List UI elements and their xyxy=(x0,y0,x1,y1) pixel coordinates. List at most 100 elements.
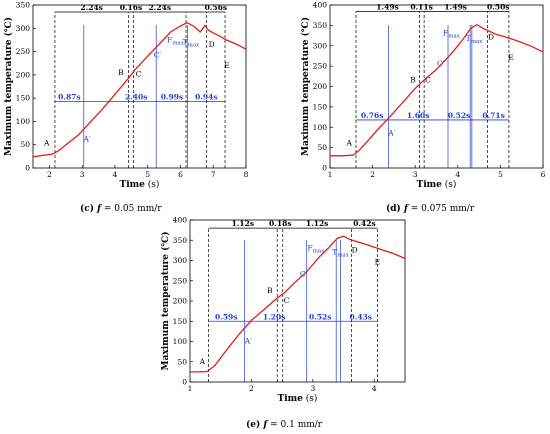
x-axis-title-main: Time xyxy=(120,180,146,190)
top-duration-label: 1.49s xyxy=(444,3,467,12)
point-label-main: E xyxy=(224,61,229,70)
point-label: Tmax xyxy=(183,38,201,49)
chart-caption: (d) f = 0.075 mm/r xyxy=(386,203,475,214)
y-tick-label: 350 xyxy=(16,1,31,10)
caption-label: (d) xyxy=(386,203,404,214)
y-tick-label: 350 xyxy=(313,21,328,30)
y-tick-label: 300 xyxy=(16,24,31,33)
point-label-sub: max xyxy=(188,43,200,49)
y-axis-title: Maximum temperature (℃) xyxy=(300,17,311,156)
point-label-sub: max xyxy=(172,40,184,46)
chart-c: 0 50 100 150 200 250 300 350 2 3 4 5 6 7 8 Time (s) Maxi… xyxy=(3,1,249,215)
y-tick-label: 50 xyxy=(317,143,327,152)
top-duration-label: 0.50s xyxy=(487,3,510,12)
point-label-main: B xyxy=(118,68,124,77)
top-duration-label: 0.11s xyxy=(410,3,433,12)
top-duration-label: 0.56s xyxy=(205,3,228,12)
chart-d: 0 50 100 150 200 250 300 350 400 1 2 3 4 5 6 Time (s) Ma… xyxy=(300,1,546,215)
top-duration-label: 1.49s xyxy=(376,3,399,12)
x-tick-label: 8 xyxy=(244,170,249,179)
point-label-main: C xyxy=(284,296,290,305)
point-label: C xyxy=(136,70,142,79)
point-label-main: T xyxy=(332,247,337,256)
y-tick-label: 200 xyxy=(16,70,31,79)
y-tick-label: 300 xyxy=(313,41,328,50)
point-label: Tmax xyxy=(332,247,350,258)
y-tick-label: 0 xyxy=(182,378,187,387)
point-label-main: A xyxy=(43,139,50,148)
chart-caption: (c) f = 0.05 mm/r xyxy=(80,203,162,214)
plot-frame xyxy=(329,4,544,169)
point-label-main: T xyxy=(466,34,471,43)
point-label: C xyxy=(425,75,431,84)
x-axis-title-main: Time xyxy=(278,394,304,404)
caption-variable: f xyxy=(403,204,410,214)
point-label-main: E xyxy=(508,53,513,62)
y-tick-label: 150 xyxy=(173,317,188,326)
point-label: D xyxy=(352,245,358,254)
point-label-main: A xyxy=(199,357,206,366)
point-label: A xyxy=(345,139,352,148)
top-duration-label: 2.24s xyxy=(149,3,172,12)
point-label-main: C xyxy=(136,70,142,79)
y-tick-label: 0 xyxy=(25,164,30,173)
point-label-main: A′ xyxy=(83,134,91,143)
point-label-main: C′ xyxy=(300,270,308,279)
y-tick-label: 350 xyxy=(173,236,188,245)
x-axis-title: Time (s) xyxy=(120,179,160,190)
point-label: A xyxy=(43,139,50,148)
x-tick-label: 5 xyxy=(498,170,503,179)
top-duration-label: 2.24s xyxy=(80,3,103,12)
point-label-main: A′ xyxy=(244,337,252,346)
y-tick-label: 150 xyxy=(313,102,328,111)
y-tick-label: 100 xyxy=(16,117,31,126)
point-label: B xyxy=(410,75,416,84)
y-tick-label: 400 xyxy=(173,216,188,225)
y-tick-label: 50 xyxy=(177,357,187,366)
x-axis-title-unit: (s) xyxy=(303,393,318,404)
blue-duration-label: 0.43s xyxy=(350,312,373,321)
x-tick-label: 3 xyxy=(413,170,418,179)
y-tick-label: 250 xyxy=(173,276,188,285)
point-label-main: F xyxy=(443,29,448,38)
x-tick-label: 1 xyxy=(188,384,193,393)
y-axis-title: Maximum temperature (℃) xyxy=(3,17,14,156)
x-tick-label: 7 xyxy=(211,170,216,179)
x-axis-title-unit: (s) xyxy=(442,179,457,190)
point-label-sub: max xyxy=(471,39,483,45)
y-tick-label: 250 xyxy=(313,62,328,71)
point-label-main: D xyxy=(352,245,358,254)
blue-duration-label: 1.20s xyxy=(263,312,286,321)
point-label: C′ xyxy=(437,59,445,68)
y-tick-label: 100 xyxy=(173,337,188,346)
plot-frame xyxy=(189,219,406,383)
blue-duration-label: 2.40s xyxy=(125,92,148,101)
x-axis-title: Time (s) xyxy=(417,179,457,190)
point-label-main: C xyxy=(425,75,431,84)
point-label: E xyxy=(224,61,229,70)
point-label: D xyxy=(209,40,215,49)
y-tick-label: 0 xyxy=(322,164,327,173)
y-tick-label: 50 xyxy=(20,140,30,149)
caption-variable: f xyxy=(262,420,269,430)
caption-variable: f xyxy=(96,204,103,214)
caption-value: = 0.075 mm/r xyxy=(408,204,475,214)
blue-duration-label: 0.76s xyxy=(361,111,384,120)
x-tick-label: 2 xyxy=(249,384,254,393)
point-label: Fmax xyxy=(443,29,461,40)
point-label-main: E xyxy=(375,258,380,267)
chart-e: 0 50 100 150 200 250 300 350 400 1 2 3 4 Time (s) Maxi… xyxy=(160,216,406,430)
x-axis-title-unit: (s) xyxy=(145,179,160,190)
x-tick-label: 2 xyxy=(47,170,52,179)
point-label-main: C′ xyxy=(437,59,445,68)
point-label-main: B xyxy=(267,286,273,295)
point-label-main: F xyxy=(167,35,172,44)
caption-label: (e) xyxy=(246,419,263,430)
caption-value: = 0.05 mm/r xyxy=(101,204,162,214)
top-duration-label: 0.16s xyxy=(120,3,143,12)
point-label: A xyxy=(199,357,206,366)
top-duration-label: 0.18s xyxy=(269,219,292,228)
blue-duration-label: 1.60s xyxy=(407,111,430,120)
x-tick-label: 3 xyxy=(80,170,85,179)
